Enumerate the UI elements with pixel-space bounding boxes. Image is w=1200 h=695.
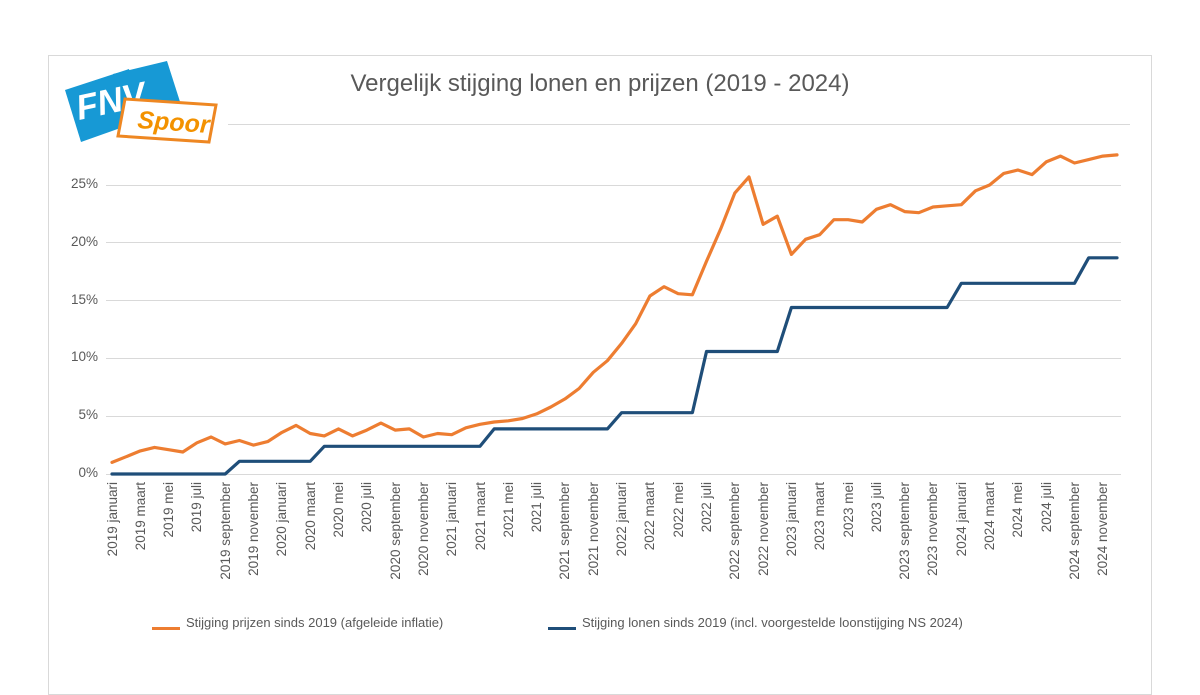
y-axis-label: 15% xyxy=(70,291,98,307)
legend-label-prijzen: Stijging prijzen sinds 2019 (afgeleide i… xyxy=(186,615,444,630)
chart-title: Vergelijk stijging lonen en prijzen (201… xyxy=(350,70,850,97)
gridline xyxy=(106,184,1121,186)
chart-frame xyxy=(48,55,1152,695)
legend-label-lonen: Stijging lonen sinds 2019 (incl. voorges… xyxy=(582,615,963,630)
title-divider xyxy=(228,124,1130,125)
gridline xyxy=(106,415,1121,417)
fnv-spoor-logo: FNV Spoor xyxy=(55,58,235,158)
y-axis-label: 10% xyxy=(70,349,98,365)
y-axis-label: 0% xyxy=(78,465,98,480)
y-axis-label: 20% xyxy=(70,233,98,249)
lonen-line-series xyxy=(110,256,1119,476)
gridline xyxy=(106,473,1121,475)
spoor-logo-text: Spoor xyxy=(137,106,212,139)
legend-marker-lonen xyxy=(548,627,576,630)
gridline xyxy=(106,242,1121,244)
gridline xyxy=(106,357,1121,359)
y-axis-label: 5% xyxy=(78,407,98,423)
prijzen-line-series xyxy=(110,153,1119,464)
y-axis-label: 25% xyxy=(70,176,98,191)
legend-marker-prijzen xyxy=(152,627,180,630)
spoor-logo-box xyxy=(116,97,218,144)
plot-area: 0% 5% 10% 15% 20% 25% 2019 januari 2019 maart 20… xyxy=(70,153,1121,580)
line-chart-canvas xyxy=(110,153,1119,476)
fnv-logo-graphic: FNV Spoor xyxy=(65,61,218,144)
gridline xyxy=(106,300,1121,302)
